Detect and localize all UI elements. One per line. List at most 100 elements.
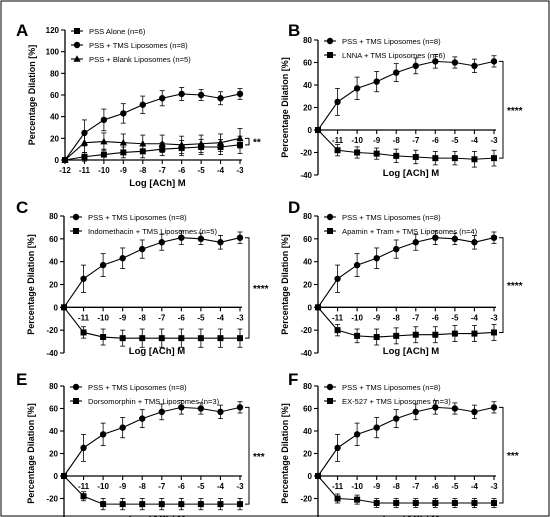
data-point (197, 235, 205, 243)
y-tick-label: 100 (46, 48, 60, 57)
y-tick-label: 20 (50, 134, 59, 143)
data-point (158, 501, 165, 508)
x-tick-label: -4 (217, 482, 225, 491)
y-tick-label: 20 (49, 281, 58, 290)
data-point (334, 275, 341, 282)
series-2 (315, 473, 497, 508)
data-point (412, 500, 419, 506)
data-point (80, 329, 87, 336)
data-point (237, 335, 243, 342)
data-point (81, 153, 88, 160)
significance-bracket (245, 137, 250, 146)
legend-label: PSS + TMS Liposomes (n=8) (88, 383, 187, 392)
data-point (217, 239, 224, 246)
panel-a: A 0 20 40 60 80 100 120 Percentage Dilation [%] -… (16, 21, 261, 189)
panel-letter: B (288, 21, 300, 40)
legend-label: Indomethacin + TMS Liposomes (n=5) (88, 227, 217, 236)
x-tick-label: -9 (373, 313, 381, 322)
series-line (63, 475, 240, 505)
x-tick-label: -3 (236, 166, 244, 175)
significance-label: **** (507, 106, 523, 117)
y-tick-label: 20 (49, 450, 58, 459)
x-tick-label: -6 (432, 482, 440, 491)
data-point (432, 500, 439, 506)
data-point (99, 431, 107, 438)
significance-bracket (245, 406, 250, 505)
y-tick-label: 60 (303, 405, 312, 414)
x-tick-label: -4 (471, 136, 479, 145)
x-tick-label: -10 (351, 136, 363, 145)
x-tick-label: -3 (490, 482, 498, 491)
series-line (317, 475, 494, 504)
legend-label: LNNA + TMS Liposomes (n=6) (342, 51, 446, 60)
x-tick-label: -8 (393, 482, 401, 491)
data-point (451, 155, 458, 162)
data-point (393, 152, 400, 159)
legend-label: PSS + TMS Liposomes (n=8) (342, 213, 441, 222)
x-tick-label: -9 (373, 136, 381, 145)
y-tick-label: 80 (50, 69, 59, 78)
data-point (393, 415, 400, 422)
series-1 (314, 54, 498, 134)
x-tick-label: -10 (98, 166, 110, 175)
series-1 (314, 230, 498, 311)
data-point (354, 496, 361, 503)
data-point (451, 330, 458, 337)
data-point (373, 334, 380, 341)
data-point (334, 444, 341, 452)
x-tick-label: -5 (451, 313, 459, 322)
x-tick-label: -4 (217, 313, 225, 322)
y-tick-label: 80 (49, 382, 58, 391)
x-tick-label: -10 (351, 482, 363, 491)
data-point (471, 239, 478, 246)
data-point (158, 139, 166, 147)
y-tick-label: 40 (49, 258, 58, 267)
y-tick-label: 0 (308, 126, 313, 135)
legend-entry: PSS + TMS Liposomes (n=8) (324, 37, 441, 46)
data-point (412, 154, 419, 160)
data-point (119, 335, 126, 342)
data-point (432, 58, 439, 65)
y-axis-label: Percentage Dilation [%] (26, 403, 36, 504)
panel-letter: E (16, 370, 27, 389)
data-point (178, 141, 186, 148)
legend-marker (326, 383, 334, 391)
y-axis-label: Percentage Dilation [%] (280, 403, 290, 504)
significance-label: *** (507, 451, 519, 462)
data-point (139, 101, 146, 108)
y-tick-label: 0 (54, 303, 59, 312)
data-point (119, 501, 126, 508)
x-tick-label: -9 (119, 313, 127, 322)
data-point (373, 150, 380, 157)
significance-label: *** (253, 452, 265, 463)
x-tick-label: -3 (490, 136, 498, 145)
data-point (432, 234, 439, 241)
data-point (197, 139, 205, 147)
panel-c: C -40 -20 0 20 40 60 80 Percentage Dilation [%] -… (16, 198, 269, 358)
data-point (393, 500, 400, 506)
x-tick-label: -7 (412, 482, 420, 491)
series-1 (60, 230, 244, 311)
data-point (217, 335, 224, 342)
legend-marker (73, 228, 79, 234)
data-point (334, 98, 341, 106)
y-tick-label: 0 (55, 156, 60, 165)
data-point (393, 245, 400, 253)
y-tick-label: -40 (300, 349, 312, 358)
data-point (490, 404, 498, 411)
data-point (471, 500, 478, 506)
data-point (61, 156, 69, 163)
data-point (158, 408, 165, 416)
data-point (432, 331, 439, 338)
legend-label: PSS + TMS Liposomes (n=8) (342, 383, 441, 392)
x-tick-label: -5 (451, 136, 459, 145)
x-tick-label: -5 (197, 482, 205, 491)
x-tick-label: -12 (59, 166, 71, 175)
y-axis-label: Percentage Dilation [%] (27, 45, 37, 146)
x-tick-label: -11 (78, 482, 90, 491)
legend-entry: Dorsomorphin + TMS Liposomes (n=3) (70, 397, 220, 406)
legend-marker (327, 52, 333, 58)
series-line (64, 93, 241, 161)
legend-entry: PSS + Blank Liposomes (n=5) (71, 55, 191, 64)
